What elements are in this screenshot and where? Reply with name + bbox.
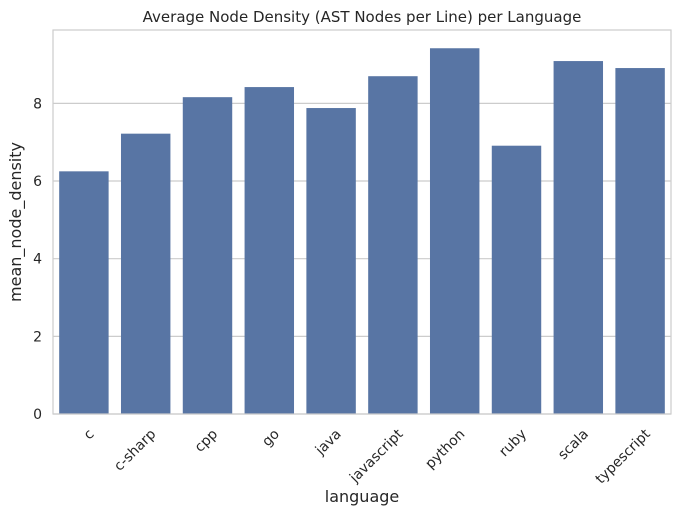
chart-title: Average Node Density (AST Nodes per Line… bbox=[143, 8, 582, 26]
bar-ruby bbox=[491, 145, 542, 414]
x-tick-label: cpp bbox=[192, 426, 221, 455]
x-tick-label: c bbox=[81, 426, 98, 443]
bar-c bbox=[59, 171, 109, 414]
bar-go bbox=[244, 87, 295, 414]
x-tick-label: javascript bbox=[346, 426, 407, 487]
y-tick-label: 2 bbox=[33, 329, 42, 345]
y-tick-label: 4 bbox=[33, 252, 42, 268]
x-axis-label: language bbox=[325, 487, 400, 506]
y-tick-label: 0 bbox=[33, 407, 42, 423]
bar-javascript bbox=[368, 76, 418, 414]
x-tick-label: go bbox=[259, 426, 283, 450]
y-tick-label: 6 bbox=[33, 174, 42, 190]
plot-frame bbox=[52, 29, 672, 415]
bar-java bbox=[306, 108, 356, 414]
bar-cpp bbox=[182, 97, 233, 414]
x-tick-label: ruby bbox=[496, 426, 530, 460]
bar-c-sharp bbox=[120, 133, 171, 415]
x-tick-label: c-sharp bbox=[111, 426, 159, 474]
bar-typescript bbox=[615, 68, 665, 415]
x-tick-label: typescript bbox=[593, 426, 654, 487]
bar-scala bbox=[553, 61, 604, 415]
y-tick-label: 8 bbox=[33, 96, 42, 112]
y-tick-labels: 0 2 4 6 8 bbox=[33, 96, 42, 423]
y-axis-label: mean_node_density bbox=[6, 142, 26, 302]
x-tick-label: python bbox=[422, 426, 468, 472]
x-tick-label: scala bbox=[555, 426, 592, 463]
bar-python bbox=[429, 48, 480, 414]
x-tick-label: java bbox=[312, 426, 345, 459]
bars bbox=[59, 48, 665, 415]
x-tick-labels: c c-sharp cpp go java javascript python ruby sca… bbox=[81, 426, 654, 487]
